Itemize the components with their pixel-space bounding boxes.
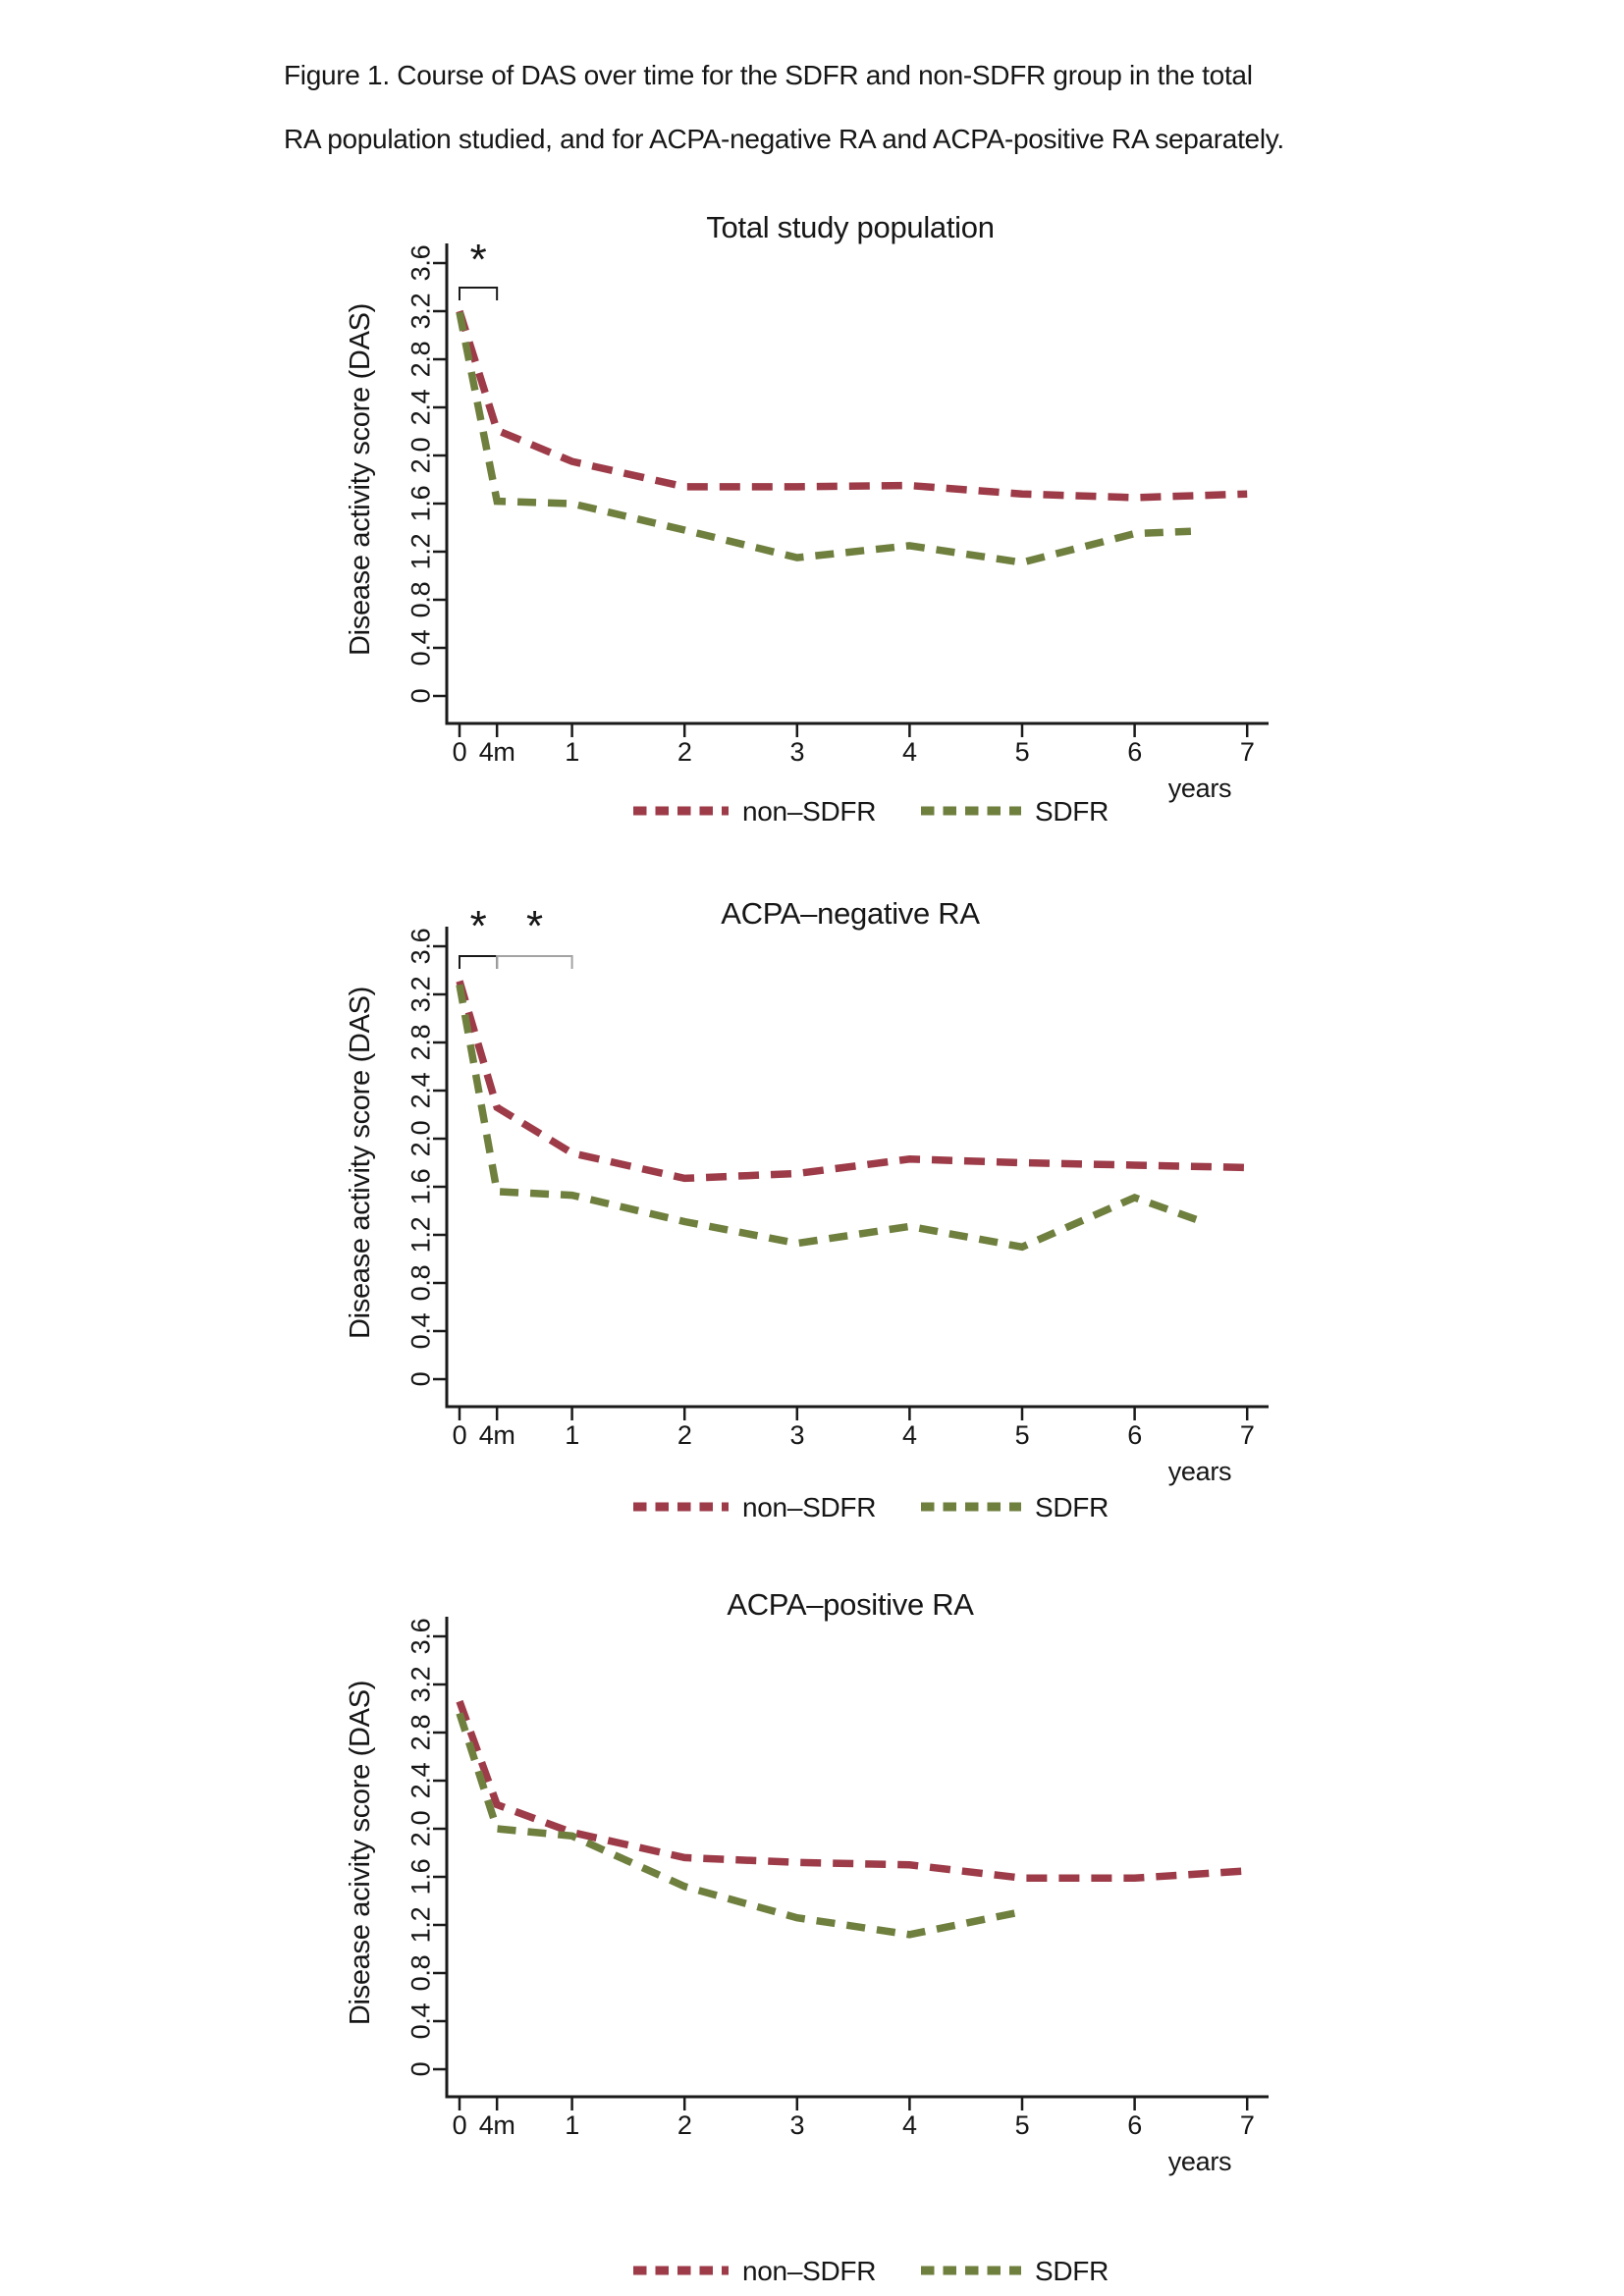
- chart-title: ACPA–negative RA: [721, 896, 980, 931]
- y-tick-label: 1.6: [406, 1169, 436, 1205]
- y-tick-label: 3.2: [406, 294, 436, 330]
- y-tick-label: 2.0: [406, 438, 436, 474]
- x-tick-label: 3: [789, 2110, 804, 2140]
- chart-title: ACPA–positive RA: [727, 1587, 974, 1622]
- y-tick-label: 0.8: [406, 1955, 436, 1992]
- x-tick-label: 4: [902, 2110, 917, 2140]
- figure-caption-line-1: Figure 1. Course of DAS over time for th…: [284, 60, 1253, 90]
- y-tick-label: 1.6: [406, 486, 436, 522]
- x-tick-label: 2: [677, 737, 692, 767]
- y-tick-label: 0.8: [406, 1265, 436, 1302]
- y-tick-label: 2.0: [406, 1811, 436, 1847]
- y-tick-label: 2.8: [406, 1025, 436, 1061]
- y-tick-label: 3.6: [406, 1619, 436, 1655]
- x-tick-label: 1: [565, 1420, 579, 1450]
- series-line-non-sdfr: [456, 309, 1248, 502]
- x-tick-label: 3: [789, 1420, 804, 1450]
- x-tick-label: 2: [677, 2110, 692, 2140]
- x-tick-label: 7: [1240, 1420, 1255, 1450]
- x-tick-label: 0: [453, 737, 467, 767]
- chart-1: Total study population 0 0.4 0.8 1.2 1.6 2.0 2.…: [345, 210, 1269, 827]
- y-tick-label: 0.4: [406, 629, 436, 666]
- x-tick-label: 6: [1127, 737, 1142, 767]
- x-tick-label: 4m: [479, 1420, 515, 1450]
- y-axis-title: Disease activity score (DAS): [345, 303, 376, 656]
- y-tick-label: 2.8: [406, 342, 436, 378]
- x-tick-label: 2: [677, 1420, 692, 1450]
- y-tick-label: 1.2: [406, 1907, 436, 1944]
- significance-bracket: [459, 287, 499, 300]
- x-tick-label: 4m: [479, 2110, 515, 2140]
- series-line-sdfr: [456, 311, 1192, 566]
- chart-3: ACPA–positive RA 0 0.4 0.8 1.2 1.6 2.0 2.4 2.8 3.…: [345, 1587, 1269, 2286]
- y-tick-label: 0.8: [406, 582, 436, 618]
- y-tick-label: 0.4: [406, 1312, 436, 1349]
- x-axis-title: years: [1168, 1457, 1232, 1486]
- legend-label-sdfr: SDFR: [1035, 2256, 1109, 2286]
- x-axis-title: years: [1168, 2147, 1232, 2176]
- chart-title: Total study population: [706, 210, 994, 244]
- y-tick-label: 0: [406, 1372, 436, 1387]
- legend: non–SDFR SDFR: [633, 2256, 1109, 2286]
- y-tick-label: 1.2: [406, 1217, 436, 1254]
- y-tick-label: 2.4: [406, 389, 436, 425]
- y-tick-label: 3.6: [406, 929, 436, 965]
- x-tick-label: 6: [1127, 1420, 1142, 1450]
- series-line-non-sdfr: [456, 1699, 1248, 1882]
- x-tick-label: 1: [565, 2110, 579, 2140]
- y-tick-label: 0: [406, 2062, 436, 2077]
- x-tick-label: 1: [565, 737, 579, 767]
- significance-bracket: [459, 955, 499, 969]
- y-tick-label: 3.2: [406, 977, 436, 1013]
- y-tick-label: 2.8: [406, 1715, 436, 1751]
- x-tick-label: 5: [1015, 737, 1030, 767]
- series-line-non-sdfr: [456, 980, 1248, 1183]
- legend: non–SDFR SDFR: [633, 796, 1109, 827]
- x-tick-label: 7: [1240, 737, 1255, 767]
- x-tick-label: 3: [789, 737, 804, 767]
- x-tick-label: 5: [1015, 1420, 1030, 1450]
- y-tick-label: 1.2: [406, 534, 436, 570]
- x-tick-label: 0: [453, 1420, 467, 1450]
- figure-caption: Figure 1. Course of DAS over time for th…: [284, 43, 1442, 171]
- chart-2: ACPA–negative RA 0 0.4 0.8 1.2 1.6 2.0 2.4 2.8 3.…: [345, 896, 1269, 1522]
- legend-label-sdfr: SDFR: [1035, 1492, 1109, 1522]
- y-tick-label: 0: [406, 689, 436, 704]
- x-tick-label: 4: [902, 1420, 917, 1450]
- legend-label-sdfr: SDFR: [1035, 796, 1109, 827]
- y-tick-label: 2.4: [406, 1072, 436, 1108]
- y-tick-label: 2.0: [406, 1121, 436, 1157]
- series-line-sdfr: [456, 984, 1204, 1252]
- y-tick-label: 3.2: [406, 1667, 436, 1703]
- x-tick-label: 4m: [479, 737, 515, 767]
- significance-bracket: [496, 955, 573, 969]
- significance-asterisk: *: [470, 902, 487, 950]
- y-tick-label: 0.4: [406, 2002, 436, 2039]
- legend-label-non-sdfr: non–SDFR: [742, 1492, 876, 1522]
- y-tick-label: 2.4: [406, 1762, 436, 1798]
- x-tick-label: 4: [902, 737, 917, 767]
- x-tick-label: 7: [1240, 2110, 1255, 2140]
- figure-caption-line-2: RA population studied, and for ACPA-nega…: [284, 124, 1284, 154]
- y-axis-title: Disease activity score (DAS): [345, 987, 376, 1339]
- series-line-sdfr: [456, 1712, 1023, 1939]
- legend-label-non-sdfr: non–SDFR: [742, 796, 876, 827]
- y-tick-label: 1.6: [406, 1859, 436, 1896]
- y-tick-label: 3.6: [406, 245, 436, 282]
- x-tick-label: 6: [1127, 2110, 1142, 2140]
- y-axis-title: Disease acivity score (DAS): [345, 1681, 376, 2025]
- significance-asterisk: *: [526, 902, 543, 950]
- x-tick-label: 0: [453, 2110, 467, 2140]
- x-axis-title: years: [1168, 774, 1232, 803]
- significance-asterisk: *: [470, 236, 487, 284]
- legend: non–SDFR SDFR: [633, 1492, 1109, 1522]
- x-tick-label: 5: [1015, 2110, 1030, 2140]
- legend-label-non-sdfr: non–SDFR: [742, 2256, 876, 2286]
